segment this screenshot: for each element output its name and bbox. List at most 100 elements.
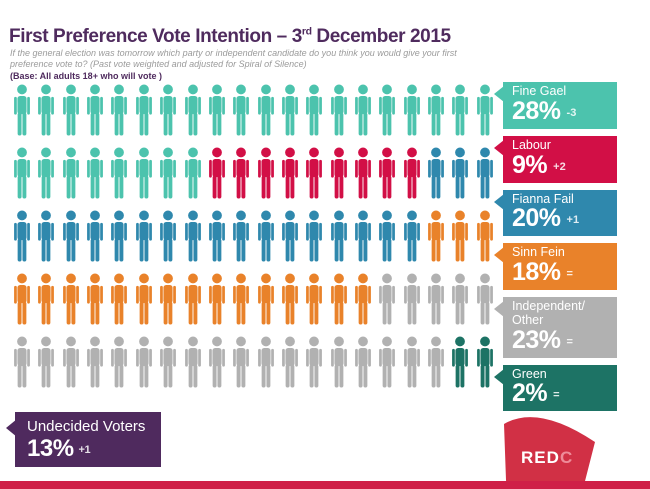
title-superscript: rd <box>301 26 312 38</box>
party-name: Labour <box>512 137 551 152</box>
person-icon <box>61 273 81 326</box>
person-icon <box>134 336 154 389</box>
person-icon <box>450 273 470 326</box>
person-icon <box>109 336 129 389</box>
person-icon <box>256 147 276 200</box>
person-icon <box>36 273 56 326</box>
person-icon <box>402 273 422 326</box>
person-icon <box>256 84 276 137</box>
person-icon <box>231 273 251 326</box>
party-value: 28% -3 <box>512 96 577 125</box>
party-value: 20% +1 <box>512 204 580 233</box>
person-icon <box>475 84 495 137</box>
undecided-label: Undecided Voters <box>27 418 146 435</box>
party-value: 18% = <box>512 258 573 286</box>
party-change: +1 <box>566 214 580 227</box>
undecided-value: 13% +1 <box>27 435 161 461</box>
person-icon <box>207 84 227 137</box>
pictogram-row <box>12 273 495 326</box>
person-icon <box>183 273 203 326</box>
party-name: Green <box>512 366 547 381</box>
pictogram-row <box>12 84 495 137</box>
person-icon <box>109 147 129 200</box>
person-icon <box>475 273 495 326</box>
person-icon <box>256 273 276 326</box>
person-icon <box>402 147 422 200</box>
subtitle: If the general election was tomorrow whi… <box>10 48 457 71</box>
person-icon <box>304 273 324 326</box>
person-icon <box>183 84 203 137</box>
person-icon <box>426 147 446 200</box>
person-icon <box>85 273 105 326</box>
party-value: 23% = <box>512 325 573 354</box>
person-icon <box>329 84 349 137</box>
person-icon <box>329 273 349 326</box>
person-icon <box>353 210 373 263</box>
person-icon <box>36 147 56 200</box>
title-date: December 2015 <box>311 26 451 47</box>
person-icon <box>134 84 154 137</box>
person-icon <box>280 84 300 137</box>
person-icon <box>61 336 81 389</box>
person-icon <box>207 147 227 200</box>
redc-logo: RED C <box>504 417 595 485</box>
person-icon <box>377 84 397 137</box>
party-change: -3 <box>566 106 577 119</box>
party-change: = <box>566 335 573 348</box>
person-icon <box>450 147 470 200</box>
party-name: Fine Gael <box>512 84 567 98</box>
person-icon <box>61 210 81 263</box>
legend-fine-gael: Fine Gael 28% -3 <box>494 82 617 129</box>
person-icon <box>231 147 251 200</box>
person-icon <box>256 210 276 263</box>
person-icon <box>61 84 81 137</box>
person-icon <box>450 84 470 137</box>
person-icon <box>183 336 203 389</box>
person-icon <box>207 336 227 389</box>
page-title: First Preference Vote Intention – 3rd De… <box>9 26 451 48</box>
person-icon <box>183 210 203 263</box>
party-change: +2 <box>553 160 566 173</box>
person-icon <box>207 210 227 263</box>
person-icon <box>12 147 32 200</box>
person-icon <box>353 273 373 326</box>
person-icon <box>426 84 446 137</box>
person-icon <box>426 273 446 326</box>
person-icon <box>85 147 105 200</box>
base-note: (Base: All adults 18+ who will vote ) <box>10 71 162 81</box>
person-icon <box>450 210 470 263</box>
person-icon <box>85 84 105 137</box>
party-value: 9% +2 <box>512 150 566 179</box>
legend-sinn-fein: Sinn Fein 18% = <box>494 243 617 290</box>
person-icon <box>475 336 495 389</box>
person-icon <box>61 147 81 200</box>
person-icon <box>329 336 349 389</box>
person-icon <box>304 84 324 137</box>
person-icon <box>280 336 300 389</box>
person-icon <box>402 84 422 137</box>
redc-logo-shape <box>504 417 595 485</box>
person-icon <box>231 210 251 263</box>
person-icon <box>377 210 397 263</box>
person-icon <box>377 273 397 326</box>
person-icon <box>207 273 227 326</box>
person-icon <box>134 210 154 263</box>
person-icon <box>85 336 105 389</box>
person-icon <box>158 84 178 137</box>
person-icon <box>36 84 56 137</box>
person-icon <box>158 336 178 389</box>
party-change: = <box>553 389 560 402</box>
person-icon <box>304 147 324 200</box>
person-icon <box>280 210 300 263</box>
person-icon <box>109 273 129 326</box>
person-icon <box>158 147 178 200</box>
legend-labour: Labour 9% +2 <box>494 135 617 183</box>
person-icon <box>280 147 300 200</box>
person-icon <box>353 147 373 200</box>
person-icon <box>256 336 276 389</box>
person-icon <box>329 210 349 263</box>
person-icon <box>183 147 203 200</box>
person-icon <box>231 336 251 389</box>
person-icon <box>304 336 324 389</box>
